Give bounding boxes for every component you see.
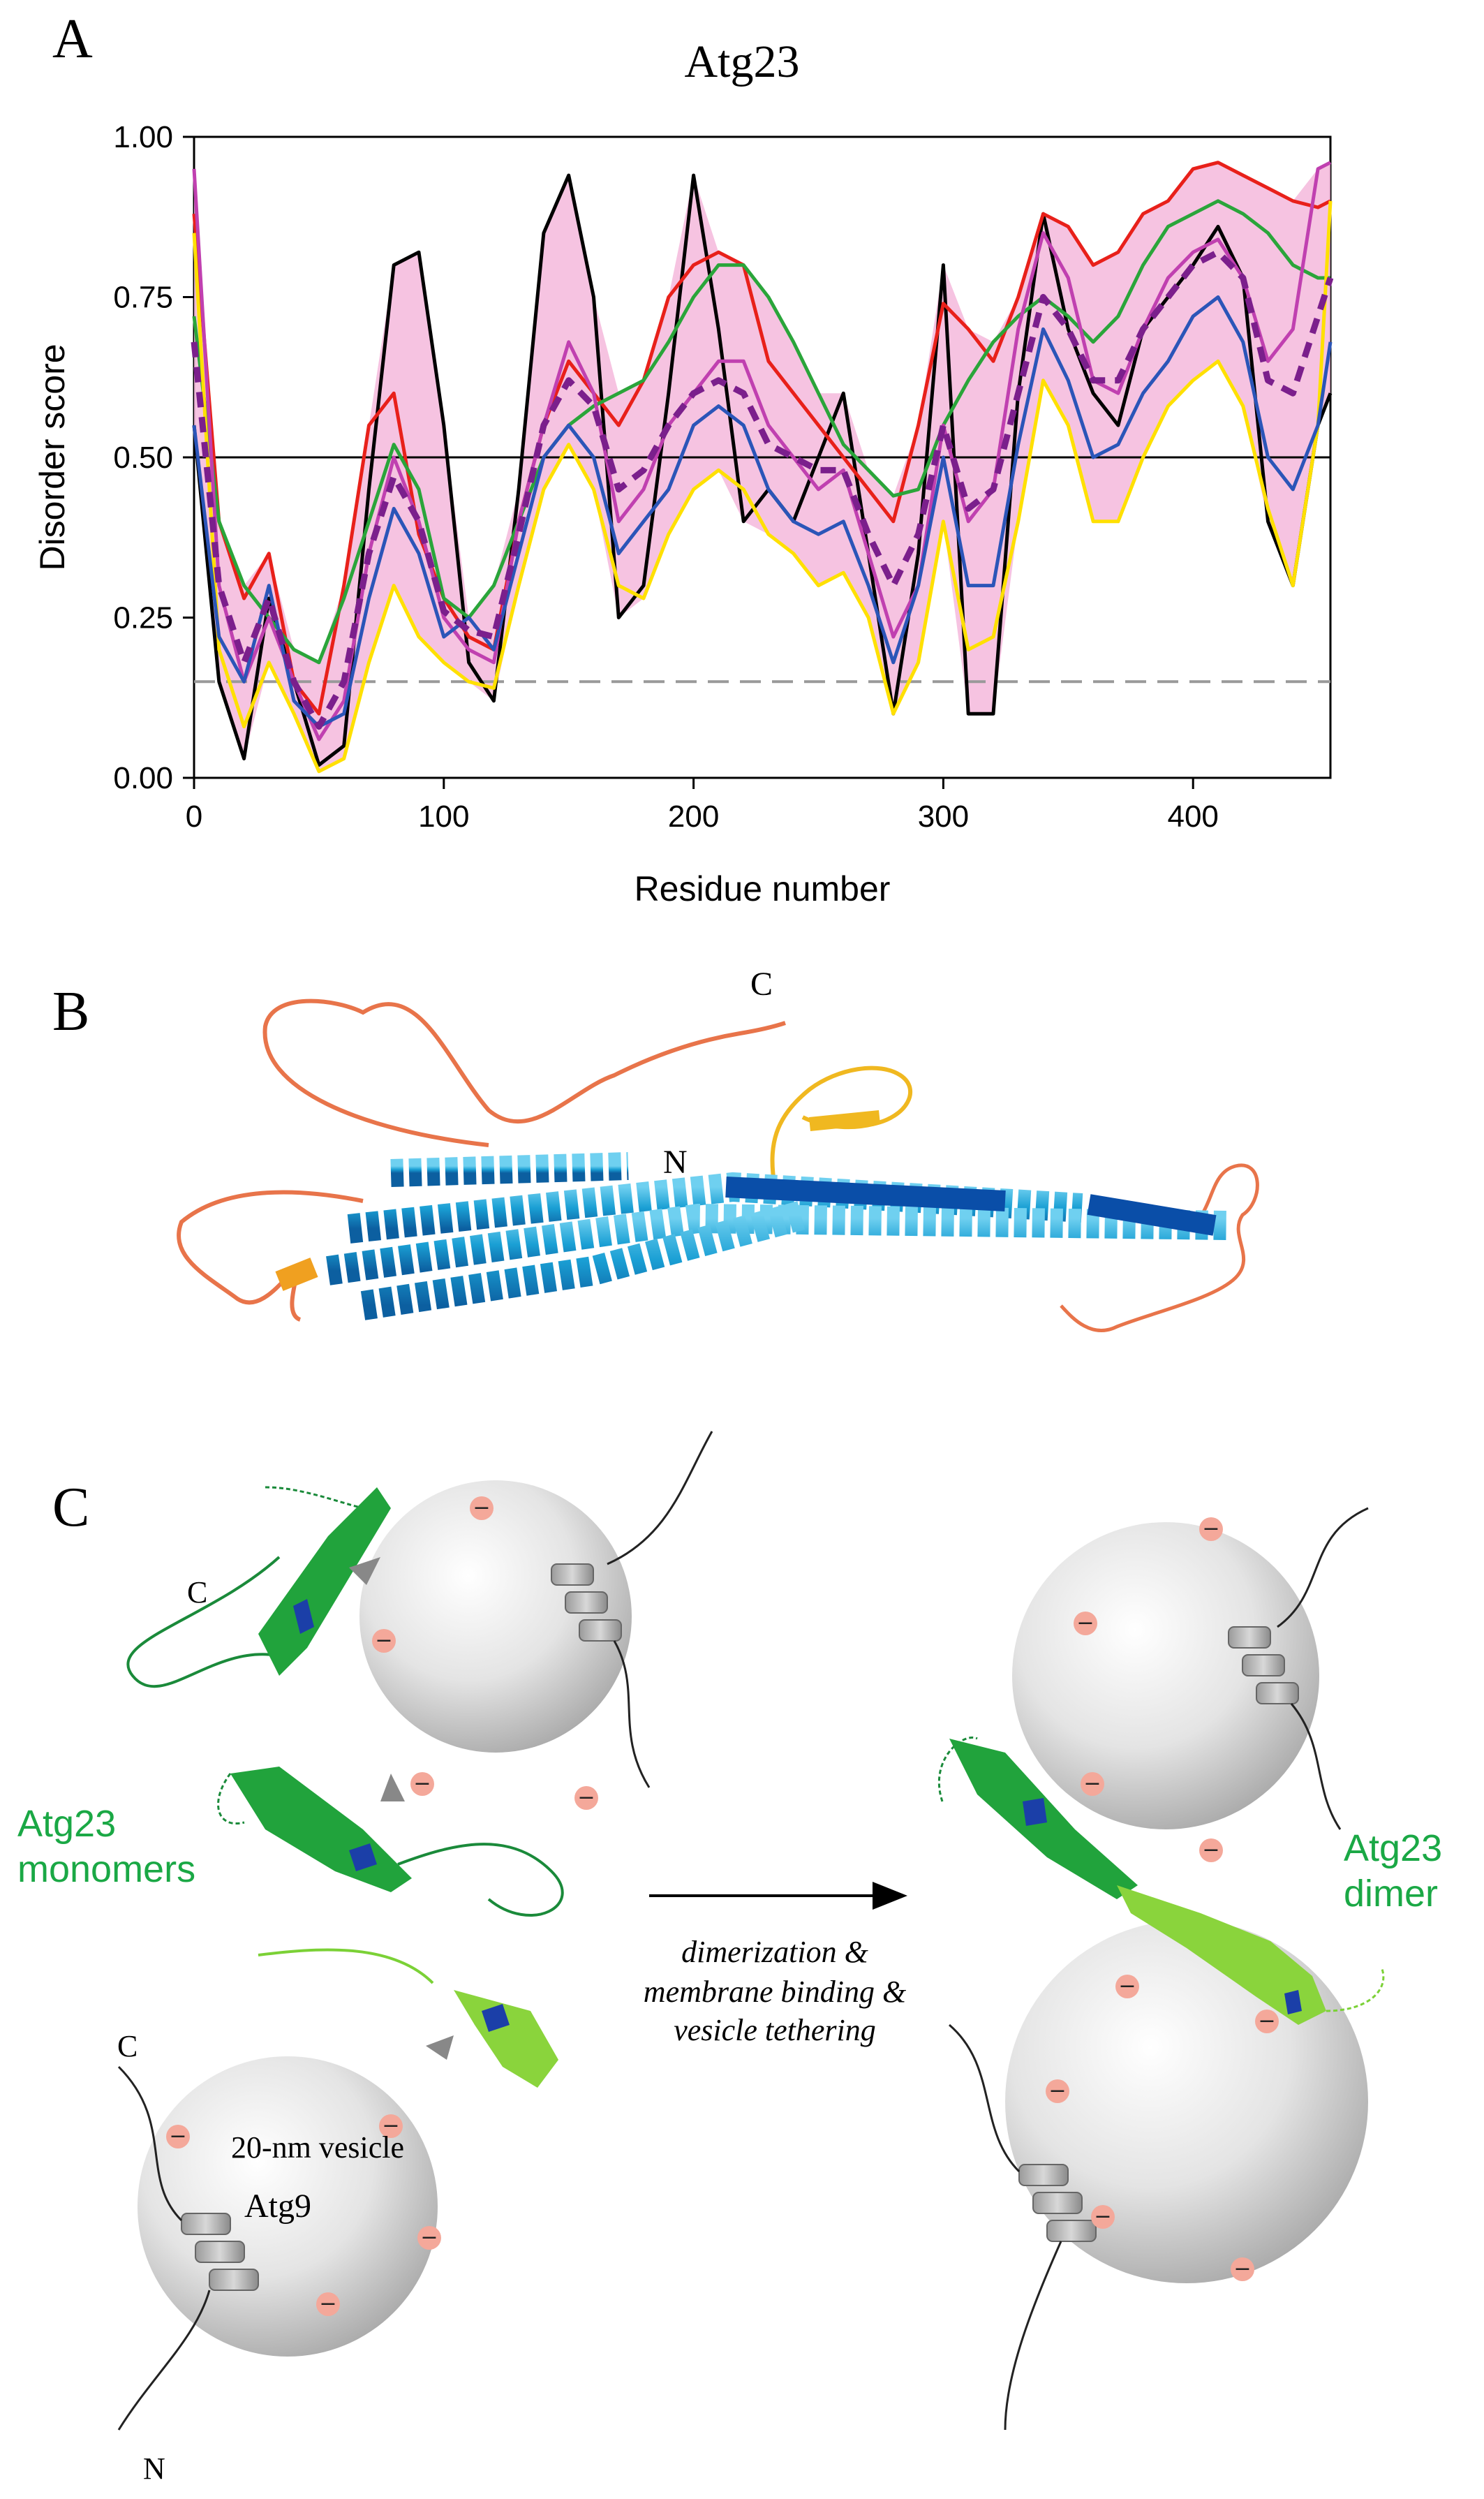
negative-charge-sign: −: [1202, 1517, 1219, 1541]
negative-charge-sign: −: [420, 2225, 438, 2250]
negative-charge-dot: [1255, 2010, 1279, 2033]
process-text-line2: membrane binding &: [644, 1975, 907, 2009]
negative-charge-sign: −: [413, 1771, 431, 1796]
c-terminus-label: C: [750, 966, 773, 1003]
series-line-mean: [191, 249, 1334, 730]
y-tick-label: 1.00: [113, 120, 173, 154]
negative-charge-dot: [316, 2292, 340, 2316]
approach-arrows: [349, 1557, 454, 2060]
atg23-monomer-top: [126, 1486, 391, 1688]
series-group: [191, 161, 1334, 774]
y-tick-label: 0.50: [113, 441, 173, 475]
series-line-blue: [192, 295, 1333, 729]
vesicle-top-right: [1012, 1522, 1319, 1829]
atg9-top-right: [1228, 1507, 1369, 1830]
negative-charge-sign: −: [1076, 1611, 1094, 1635]
series-line-yellow: [192, 200, 1333, 774]
c-label-top-monomer: C: [187, 1575, 207, 1609]
disorder-chart: 0 100 200 300 400 0.00 0.25 0.50 0.75 1.00 Resid…: [33, 120, 1334, 908]
disordered-loop-top: [770, 1066, 913, 1188]
x-tick-label: 300: [918, 799, 969, 834]
series-line-red: [192, 161, 1332, 716]
atg23-monomer-middle: [217, 1767, 564, 1917]
atg23-monomer-bottom: [258, 1948, 558, 2088]
negative-charge-dot: [417, 2226, 441, 2250]
y-tick-label: 0.75: [113, 281, 173, 315]
negative-charge-sign: −: [169, 2124, 186, 2148]
process-text-line1: dimerization &: [681, 1935, 868, 1969]
helix-bundle: [275, 1110, 1229, 1320]
membrane-negative-charges: − − − − − − − − − − − − − − − − −: [166, 1496, 1279, 2316]
series-line-magenta: [192, 161, 1332, 742]
dimer-label-line2: dimer: [1344, 1873, 1438, 1915]
negative-charge-sign: −: [319, 2292, 336, 2316]
vesicle-size-label: 20-nm vesicle: [231, 2130, 404, 2165]
dimer-label-line1: Atg23: [1344, 1827, 1442, 1869]
monomers-label-line1: Atg23: [17, 1803, 116, 1845]
process-arrow: [649, 1882, 907, 1910]
negative-charge-sign: −: [1233, 2257, 1251, 2281]
vesicle-top-left: [359, 1480, 632, 1753]
atg23-dimer: [937, 1737, 1385, 2025]
negative-charge-dot: [1199, 1838, 1223, 1862]
n-terminus-label: N: [663, 1144, 688, 1181]
negative-charge-dot: [1199, 1517, 1223, 1541]
panel-label-a: A: [52, 8, 93, 70]
atg9-bottom-right: [949, 2023, 1097, 2431]
y-tick-label: 0.00: [113, 761, 173, 795]
monomers-label-line2: monomers: [17, 1848, 195, 1890]
negative-charge-dot: [1231, 2257, 1254, 2281]
x-axis-label: Residue number: [635, 869, 891, 908]
negative-charge-dot: [1091, 2205, 1115, 2229]
y-axis-label: Disorder score: [33, 344, 72, 570]
atg9-bottom-left: [117, 2065, 259, 2431]
negative-charge-sign: −: [1094, 2204, 1111, 2229]
atg9-label: Atg9: [244, 2188, 311, 2225]
y-axis-ticks: 0.00 0.25 0.50 0.75 1.00: [113, 120, 194, 795]
protein-ribbon-structure: C N: [177, 966, 1259, 1332]
negative-charge-sign: −: [1202, 1838, 1219, 1862]
negative-charge-sign: −: [473, 1496, 490, 1520]
disordered-loop-n: [262, 998, 786, 1147]
chart-title: Atg23: [685, 36, 800, 87]
negative-charge-dot: [379, 2114, 403, 2138]
negative-charge-dot: [410, 1772, 434, 1796]
negative-charge-dot: [372, 1629, 396, 1653]
negative-charge-dot: [1074, 1612, 1097, 1635]
negative-charge-sign: −: [1048, 2079, 1066, 2103]
negative-charge-sign: −: [1083, 1771, 1101, 1796]
x-tick-label: 100: [418, 799, 469, 834]
x-tick-label: 400: [1167, 799, 1218, 834]
negative-charge-dot: [470, 1496, 494, 1520]
panel-label-b: B: [52, 981, 89, 1042]
predictor-range-envelope: [194, 162, 1330, 772]
disordered-loop-right: [1060, 1163, 1259, 1332]
panel-label-c: C: [52, 1477, 89, 1538]
negative-charge-sign: −: [375, 1628, 392, 1653]
x-tick-label: 0: [186, 799, 202, 834]
process-text-line3: vesicle tethering: [674, 2013, 876, 2047]
negative-charge-dot: [1115, 1975, 1139, 1998]
x-tick-label: 200: [668, 799, 719, 834]
atg9-top-left: [551, 1431, 713, 1788]
y-tick-label: 0.25: [113, 601, 173, 635]
n-label-bottom-atg9: N: [143, 2452, 165, 2486]
negative-charge-sign: −: [1118, 1974, 1136, 1998]
negative-charge-sign: −: [1258, 2009, 1275, 2033]
x-axis-ticks: 0 100 200 300 400: [186, 778, 1219, 834]
negative-charge-dot: [1081, 1772, 1104, 1796]
c-label-bottom-atg9: C: [117, 2029, 138, 2063]
negative-charge-sign: −: [577, 1785, 595, 1810]
negative-charge-dot: [574, 1786, 598, 1810]
negative-charge-dot: [166, 2125, 190, 2148]
negative-charge-dot: [1046, 2079, 1069, 2103]
series-line-green: [192, 199, 1330, 665]
negative-charge-sign: −: [382, 2114, 399, 2138]
